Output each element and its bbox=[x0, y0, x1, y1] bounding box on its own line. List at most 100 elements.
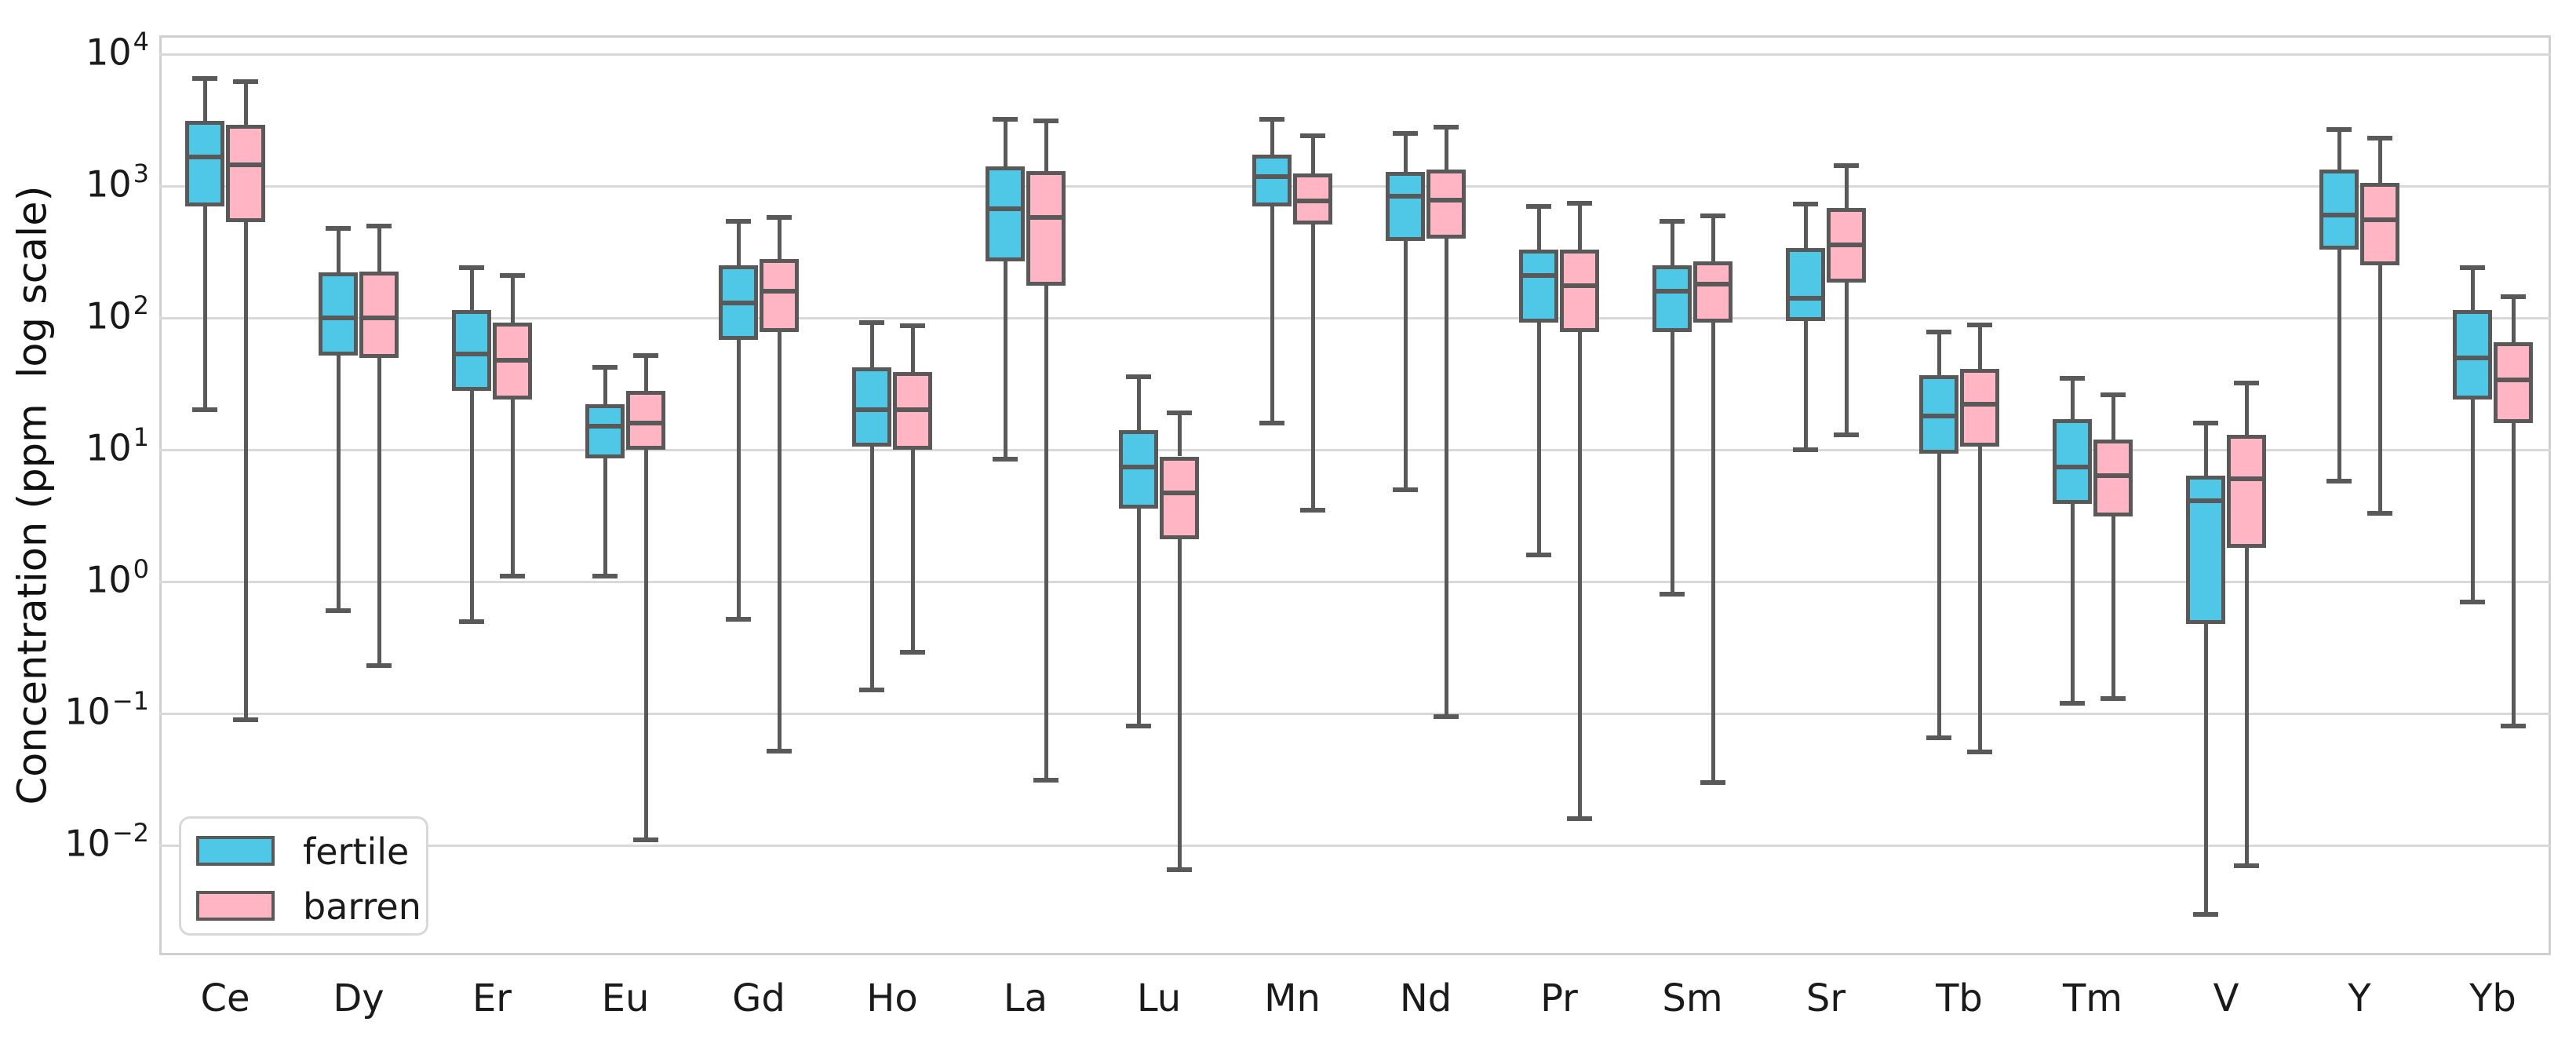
whisker-upper-fertile-Mn bbox=[1270, 119, 1274, 155]
whisker-lower-barren-Lu bbox=[1177, 538, 1182, 870]
whisker-upper-fertile-Nd bbox=[1403, 133, 1408, 172]
box-barren-Lu bbox=[1160, 456, 1199, 539]
whisker-cap-high-fertile-Ce bbox=[192, 76, 217, 82]
median-fertile-Lu bbox=[1119, 464, 1158, 469]
whisker-cap-high-barren-Y bbox=[2367, 136, 2392, 141]
whisker-lower-barren-Ho bbox=[910, 450, 915, 653]
whisker-lower-barren-Y bbox=[2377, 265, 2382, 513]
whisker-lower-barren-Nd bbox=[1444, 238, 1448, 717]
whisker-upper-fertile-Yb bbox=[2470, 268, 2475, 310]
median-fertile-Ce bbox=[185, 155, 224, 160]
whisker-cap-high-barren-Ce bbox=[233, 78, 258, 84]
whisker-upper-barren-La bbox=[1044, 121, 1048, 171]
whisker-cap-low-barren-Eu bbox=[633, 837, 658, 843]
median-fertile-Sr bbox=[1786, 296, 1825, 301]
median-barren-Ce bbox=[226, 162, 265, 167]
x-tick-label: V bbox=[2213, 976, 2239, 1020]
whisker-upper-fertile-Sr bbox=[1803, 203, 1808, 248]
box-barren-Gd bbox=[760, 258, 799, 333]
whisker-lower-fertile-Y bbox=[2337, 249, 2341, 481]
y-tick-label: 10−2 bbox=[64, 818, 149, 865]
median-barren-Pr bbox=[1560, 283, 1599, 288]
whisker-cap-high-fertile-V bbox=[2193, 420, 2218, 425]
whisker-cap-low-barren-Nd bbox=[1434, 713, 1459, 719]
median-fertile-Yb bbox=[2453, 355, 2492, 360]
whisker-lower-fertile-Gd bbox=[736, 340, 741, 619]
gridline bbox=[159, 53, 2551, 56]
whisker-upper-barren-Nd bbox=[1444, 126, 1448, 170]
whisker-cap-high-fertile-Er bbox=[459, 265, 484, 271]
whisker-lower-barren-Er bbox=[510, 400, 515, 577]
median-barren-Y bbox=[2360, 217, 2399, 222]
whisker-lower-barren-La bbox=[1044, 286, 1048, 781]
whisker-cap-high-barren-La bbox=[1033, 119, 1058, 124]
barren-swatch-icon bbox=[196, 891, 275, 921]
whisker-cap-high-barren-Gd bbox=[767, 214, 792, 220]
whisker-cap-low-fertile-Gd bbox=[726, 616, 751, 622]
median-barren-Ho bbox=[893, 407, 932, 413]
box-barren-Dy bbox=[359, 271, 399, 358]
whisker-upper-barren-Eu bbox=[643, 355, 648, 391]
box-barren-Eu bbox=[626, 390, 665, 450]
whisker-lower-fertile-Eu bbox=[603, 458, 607, 577]
whisker-cap-high-fertile-Tm bbox=[2060, 375, 2085, 381]
legend-label-fertile: fertile bbox=[303, 830, 410, 873]
median-barren-Mn bbox=[1293, 199, 1332, 204]
whisker-cap-high-fertile-Gd bbox=[726, 218, 751, 224]
median-barren-Sm bbox=[1693, 282, 1733, 287]
box-barren-V bbox=[2227, 434, 2266, 549]
whisker-lower-fertile-Tb bbox=[1937, 453, 1941, 739]
whisker-upper-barren-Tm bbox=[2111, 395, 2115, 440]
whisker-upper-fertile-La bbox=[1003, 119, 1007, 167]
whisker-lower-barren-Pr bbox=[1577, 332, 1582, 819]
box-barren-Nd bbox=[1426, 170, 1466, 239]
x-tick-label: Gd bbox=[732, 976, 785, 1020]
box-fertile-Y bbox=[2319, 170, 2359, 250]
whisker-upper-fertile-Pr bbox=[1536, 206, 1541, 250]
median-barren-Lu bbox=[1160, 491, 1199, 496]
whisker-cap-low-barren-Pr bbox=[1567, 816, 1592, 821]
whisker-lower-barren-Sr bbox=[1844, 283, 1849, 435]
whisker-lower-barren-Eu bbox=[643, 450, 648, 841]
box-barren-Tb bbox=[1960, 369, 1999, 447]
whisker-upper-barren-Y bbox=[2377, 138, 2382, 184]
x-tick-label: Y bbox=[2348, 976, 2371, 1020]
x-tick-label: Lu bbox=[1136, 976, 1182, 1020]
whisker-cap-high-barren-Nd bbox=[1434, 124, 1459, 130]
median-fertile-Pr bbox=[1519, 272, 1558, 278]
whisker-lower-fertile-Er bbox=[469, 390, 474, 622]
whisker-upper-fertile-Eu bbox=[603, 367, 607, 405]
median-fertile-Eu bbox=[585, 424, 625, 429]
whisker-lower-fertile-Nd bbox=[1403, 240, 1408, 490]
box-fertile-Tm bbox=[2053, 419, 2092, 504]
whisker-lower-fertile-Sr bbox=[1803, 320, 1808, 450]
whisker-lower-barren-Mn bbox=[1310, 224, 1315, 510]
box-barren-Yb bbox=[2494, 342, 2533, 423]
whisker-cap-low-fertile-Eu bbox=[592, 574, 618, 579]
y-tick-label: 101 bbox=[86, 422, 149, 469]
whisker-cap-low-barren-Ho bbox=[900, 650, 925, 655]
box-fertile-Lu bbox=[1119, 430, 1158, 509]
whisker-upper-fertile-Tb bbox=[1937, 332, 1941, 375]
whisker-lower-fertile-Mn bbox=[1270, 206, 1274, 423]
whisker-lower-barren-Gd bbox=[777, 332, 782, 751]
whisker-upper-fertile-V bbox=[2203, 422, 2208, 476]
legend: fertile barren bbox=[179, 816, 428, 936]
whisker-cap-low-barren-Tm bbox=[2101, 695, 2126, 701]
whisker-cap-high-barren-Yb bbox=[2501, 294, 2526, 299]
whisker-lower-barren-Dy bbox=[377, 357, 381, 666]
box-barren-Tm bbox=[2093, 439, 2133, 517]
whisker-cap-high-fertile-Tb bbox=[1926, 330, 1951, 335]
whisker-cap-high-fertile-Sm bbox=[1660, 218, 1685, 224]
median-barren-Er bbox=[493, 357, 532, 363]
whisker-cap-low-fertile-Dy bbox=[326, 608, 351, 614]
whisker-cap-low-fertile-Tm bbox=[2060, 700, 2085, 706]
median-barren-Gd bbox=[760, 288, 799, 294]
whisker-upper-fertile-Tm bbox=[2070, 378, 2075, 420]
median-fertile-La bbox=[986, 206, 1025, 212]
median-fertile-V bbox=[2186, 498, 2225, 504]
x-tick-label: Nd bbox=[1399, 976, 1452, 1020]
median-barren-Dy bbox=[359, 316, 399, 320]
box-barren-Ce bbox=[226, 125, 265, 223]
whisker-cap-low-fertile-Ho bbox=[859, 688, 884, 693]
